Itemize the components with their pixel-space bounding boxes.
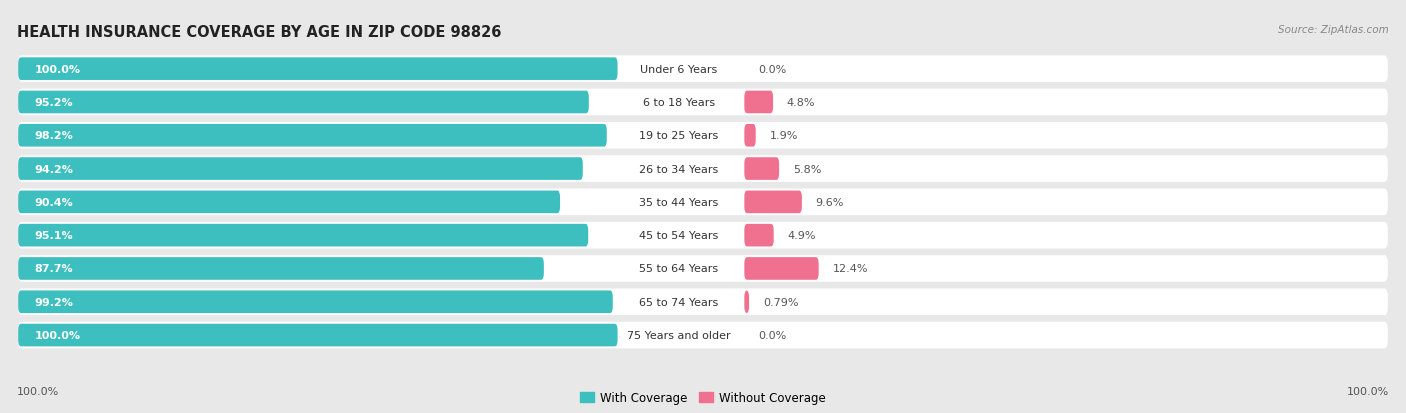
Text: 1.9%: 1.9%	[769, 131, 797, 141]
Text: 65 to 74 Years: 65 to 74 Years	[640, 297, 718, 307]
Text: 100.0%: 100.0%	[35, 64, 80, 74]
Text: 6 to 18 Years: 6 to 18 Years	[643, 98, 714, 108]
Text: 12.4%: 12.4%	[832, 264, 868, 274]
Text: 100.0%: 100.0%	[17, 387, 59, 396]
Text: 4.9%: 4.9%	[787, 230, 815, 241]
FancyBboxPatch shape	[18, 125, 607, 147]
FancyBboxPatch shape	[18, 91, 589, 114]
FancyBboxPatch shape	[744, 158, 779, 180]
FancyBboxPatch shape	[18, 291, 613, 313]
Text: 75 Years and older: 75 Years and older	[627, 330, 731, 340]
Text: 99.2%: 99.2%	[35, 297, 73, 307]
Text: 87.7%: 87.7%	[35, 264, 73, 274]
FancyBboxPatch shape	[18, 324, 617, 347]
Text: 4.8%: 4.8%	[787, 98, 815, 108]
FancyBboxPatch shape	[18, 256, 1388, 282]
FancyBboxPatch shape	[744, 224, 773, 247]
FancyBboxPatch shape	[18, 289, 1388, 315]
Text: 26 to 34 Years: 26 to 34 Years	[640, 164, 718, 174]
FancyBboxPatch shape	[744, 91, 773, 114]
Text: 45 to 54 Years: 45 to 54 Years	[640, 230, 718, 241]
Text: 9.6%: 9.6%	[815, 197, 844, 207]
Text: HEALTH INSURANCE COVERAGE BY AGE IN ZIP CODE 98826: HEALTH INSURANCE COVERAGE BY AGE IN ZIP …	[17, 25, 502, 40]
Text: 90.4%: 90.4%	[35, 197, 73, 207]
FancyBboxPatch shape	[18, 258, 544, 280]
FancyBboxPatch shape	[18, 189, 1388, 216]
Text: 95.1%: 95.1%	[35, 230, 73, 241]
Text: 0.79%: 0.79%	[763, 297, 799, 307]
Text: 0.0%: 0.0%	[758, 64, 786, 74]
Text: Under 6 Years: Under 6 Years	[640, 64, 717, 74]
FancyBboxPatch shape	[744, 291, 749, 313]
Text: Source: ZipAtlas.com: Source: ZipAtlas.com	[1278, 25, 1389, 35]
FancyBboxPatch shape	[18, 58, 617, 81]
Text: 100.0%: 100.0%	[1347, 387, 1389, 396]
Text: 55 to 64 Years: 55 to 64 Years	[640, 264, 718, 274]
Text: 0.0%: 0.0%	[758, 330, 786, 340]
Text: 35 to 44 Years: 35 to 44 Years	[640, 197, 718, 207]
FancyBboxPatch shape	[18, 158, 583, 180]
FancyBboxPatch shape	[744, 125, 755, 147]
FancyBboxPatch shape	[18, 123, 1388, 149]
FancyBboxPatch shape	[744, 191, 801, 214]
Legend: With Coverage, Without Coverage: With Coverage, Without Coverage	[579, 392, 827, 404]
Text: 5.8%: 5.8%	[793, 164, 821, 174]
FancyBboxPatch shape	[18, 156, 1388, 183]
Text: 98.2%: 98.2%	[35, 131, 73, 141]
Text: 19 to 25 Years: 19 to 25 Years	[640, 131, 718, 141]
Text: 95.2%: 95.2%	[35, 98, 73, 108]
Text: 100.0%: 100.0%	[35, 330, 80, 340]
FancyBboxPatch shape	[18, 90, 1388, 116]
Text: 94.2%: 94.2%	[35, 164, 73, 174]
FancyBboxPatch shape	[18, 224, 588, 247]
FancyBboxPatch shape	[744, 258, 818, 280]
FancyBboxPatch shape	[18, 191, 560, 214]
FancyBboxPatch shape	[18, 222, 1388, 249]
FancyBboxPatch shape	[18, 322, 1388, 349]
FancyBboxPatch shape	[18, 56, 1388, 83]
